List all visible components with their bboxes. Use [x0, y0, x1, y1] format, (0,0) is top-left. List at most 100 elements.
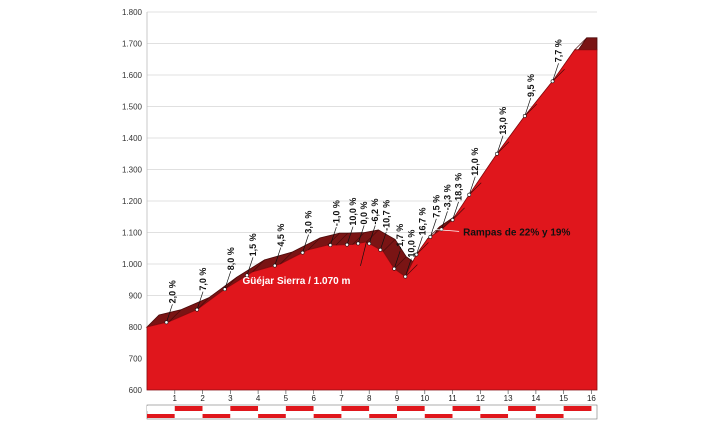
- band-separator: [393, 256, 407, 269]
- grade-point-marker: [164, 320, 169, 325]
- grade-label: 13,0 %: [498, 107, 508, 135]
- km-bar-segment: [452, 406, 481, 411]
- grade-point-marker: [550, 79, 555, 84]
- y-axis-tick-labels: 600 700 800 900 1.000 1.100 1.200 1.300 1.400 1.5…: [122, 8, 143, 395]
- grade-leader-line: [496, 135, 504, 154]
- grade-leader-line: [393, 250, 401, 269]
- grade-leader-line: [368, 225, 376, 244]
- annotation-leader: [360, 241, 367, 267]
- grade-leader-line: [452, 201, 459, 221]
- grade-label: 8,0 %: [226, 247, 236, 270]
- grade-leader-line: [405, 258, 412, 277]
- y-tick-label: 1.600: [122, 71, 143, 80]
- km-bar-segment-lower: [369, 414, 397, 418]
- grade-label: 3,0 %: [304, 211, 314, 234]
- y-tick-label: 900: [129, 292, 143, 301]
- band-separator: [405, 264, 418, 277]
- grade-leader-line: [468, 176, 476, 195]
- grade-label: 10,0 %: [406, 230, 416, 258]
- grade-leader-line: [330, 226, 337, 246]
- grade-point-marker: [367, 241, 372, 246]
- y-tick-label: 1.700: [122, 40, 143, 49]
- grade-point-marker: [450, 217, 455, 222]
- km-bar-segment-lower: [452, 414, 481, 418]
- km-bar-segment-lower: [258, 414, 286, 418]
- grade-leader-line: [196, 291, 204, 310]
- grade-label: 18,3 %: [454, 173, 464, 201]
- grade-label: 9,5 %: [526, 74, 536, 97]
- grade-point-marker: [245, 273, 249, 278]
- grade-label: -3,3 %: [442, 184, 452, 210]
- km-bar-segment-lower: [313, 414, 342, 418]
- band-separator: [552, 69, 565, 82]
- km-bar-segment: [258, 406, 286, 411]
- y-tick-label: 1.100: [122, 229, 143, 238]
- km-bar-segment-lower: [508, 414, 536, 418]
- grade-point-marker: [272, 263, 277, 268]
- grade-point-marker: [195, 307, 199, 312]
- grade-point-marker: [467, 192, 472, 197]
- band-separator: [524, 103, 538, 117]
- band-separator: [196, 297, 210, 310]
- annotations: Güéjar Sierra / 1.070 m Rampas de 22% y 1…: [243, 227, 571, 287]
- km-bar-segment: [397, 406, 425, 411]
- y-tick-label: 1.200: [122, 197, 143, 206]
- y-tick-label: 1.300: [122, 166, 143, 175]
- band-separator: [452, 207, 465, 221]
- grade-leader-line: [524, 97, 532, 117]
- x-axis-tick-labels: 1 2 3 4 5 6 7 8 9 10 11 12 13 14 15 16: [173, 390, 596, 403]
- grade-point-marker: [403, 274, 408, 279]
- x-tick-label: 14: [531, 394, 540, 403]
- grade-point-marker: [300, 250, 305, 255]
- grade-point-marker: [356, 241, 361, 246]
- grade-point-marker: [414, 252, 419, 257]
- km-bar-segment: [313, 406, 342, 411]
- grade-label: -1,7 %: [395, 224, 405, 250]
- x-tick-label: 15: [559, 394, 568, 403]
- km-bar-segment-lower: [535, 414, 564, 418]
- band-separator: [307, 237, 321, 251]
- x-tick-label: 16: [587, 394, 596, 403]
- x-tick-label: 11: [448, 394, 457, 403]
- y-tick-label: 1.000: [122, 260, 143, 269]
- grade-leader-line: [357, 225, 365, 244]
- x-tick-label: 8: [367, 394, 372, 403]
- grade-leader-line: [274, 247, 282, 266]
- km-bar-segment: [563, 406, 592, 411]
- grade-label: 7,0 %: [198, 268, 208, 291]
- km-bar-segment: [424, 406, 453, 411]
- band-separator: [416, 242, 429, 255]
- grade-label: -10,7 %: [381, 200, 391, 231]
- grade-label: 7,7 %: [554, 39, 564, 62]
- band-separator: [468, 182, 482, 195]
- band-separator: [327, 232, 340, 246]
- grade-leader-line: [224, 271, 232, 290]
- km-bar-segment: [369, 406, 397, 411]
- x-tick-label: 13: [504, 394, 513, 403]
- y-tick-label: 600: [129, 386, 143, 395]
- grade-label: 16,7 %: [417, 208, 427, 236]
- x-tick-label: 12: [476, 394, 485, 403]
- band-separator: [252, 259, 265, 273]
- x-tick-label: 9: [395, 394, 400, 403]
- grade-point-marker: [522, 114, 527, 118]
- km-bar-segment-lower: [147, 414, 175, 418]
- km-bar-segment: [480, 406, 509, 411]
- grade-label: 4,5 %: [276, 224, 286, 247]
- grade-point-marker: [345, 242, 349, 247]
- y-tick-label: 700: [129, 355, 143, 364]
- km-bar-segment-lower: [397, 414, 425, 418]
- grade-point-marker: [392, 266, 397, 271]
- grade-label: -6,2 %: [370, 199, 380, 225]
- y-tick-label: 1.800: [122, 8, 143, 17]
- km-bar-segment-lower: [285, 414, 314, 418]
- grade-leader-line: [166, 304, 173, 323]
- grade-point-marker: [428, 235, 433, 239]
- km-bar-segment-lower: [341, 414, 370, 418]
- km-bar: [146, 404, 598, 420]
- km-bar-segment: [285, 406, 314, 411]
- grade-leader-line: [416, 236, 423, 255]
- grade-label: -1,0 %: [331, 200, 341, 226]
- grade-label: 0,0 %: [359, 201, 369, 224]
